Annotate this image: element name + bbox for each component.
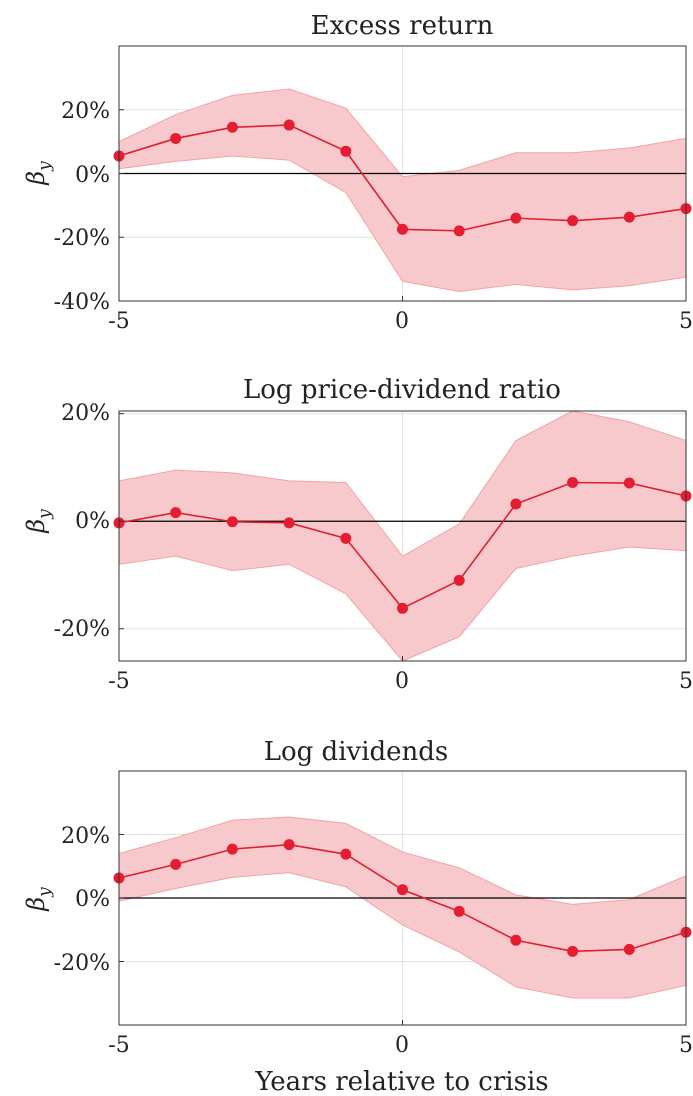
data-point bbox=[283, 839, 295, 851]
y-tick-label: -40% bbox=[54, 290, 110, 315]
x-tick-label: 5 bbox=[679, 1033, 693, 1058]
x-tick-label: 5 bbox=[679, 309, 693, 334]
y-tick-label: -20% bbox=[54, 226, 110, 251]
x-tick-label: -5 bbox=[108, 1033, 129, 1058]
data-point bbox=[226, 843, 238, 855]
y-tick-label: -20% bbox=[54, 951, 110, 976]
y-tick-label: -20% bbox=[54, 617, 110, 642]
data-point bbox=[170, 132, 182, 144]
data-point bbox=[170, 507, 182, 519]
data-point bbox=[567, 945, 579, 957]
x-tick-label: 0 bbox=[395, 1033, 409, 1058]
data-point bbox=[453, 905, 465, 917]
data-point bbox=[453, 225, 465, 237]
data-point bbox=[397, 884, 408, 896]
x-tick-label: -5 bbox=[108, 669, 129, 694]
panel-log-price-dividend-ratio: Log price-dividend ratio βy -5 0 5 20% 0… bbox=[22, 375, 693, 694]
plot-area bbox=[113, 770, 692, 1026]
x-tick-label: -5 bbox=[108, 309, 129, 334]
y-axis-label: βy bbox=[22, 887, 55, 912]
panel-excess-return: Excess return βy -5 0 5 20% 0% -20% -40% bbox=[22, 11, 693, 334]
y-tick-label: 20% bbox=[61, 401, 110, 426]
data-point bbox=[283, 517, 295, 529]
data-point bbox=[340, 145, 352, 157]
data-point bbox=[397, 602, 408, 614]
data-point bbox=[170, 858, 182, 870]
data-point bbox=[567, 477, 579, 489]
y-axis-label: βy bbox=[22, 161, 55, 186]
x-tick-label: 5 bbox=[679, 669, 693, 694]
data-point bbox=[623, 477, 635, 489]
data-point bbox=[623, 211, 635, 223]
y-tick-label: 20% bbox=[61, 99, 110, 124]
plot-area bbox=[113, 45, 692, 302]
data-point bbox=[397, 223, 408, 235]
data-point bbox=[510, 212, 522, 224]
confidence-band bbox=[119, 88, 686, 292]
panel-title: Log price-dividend ratio bbox=[243, 375, 561, 405]
x-tick-label: 0 bbox=[395, 309, 409, 334]
data-point bbox=[453, 574, 465, 586]
confidence-band bbox=[119, 816, 686, 999]
plot-area bbox=[113, 410, 692, 662]
y-tick-label: 0% bbox=[75, 163, 110, 188]
data-point bbox=[340, 532, 352, 544]
x-axis-label: Years relative to crisis bbox=[254, 1067, 548, 1096]
y-tick-label: 0% bbox=[75, 509, 110, 534]
y-tick-label: 20% bbox=[61, 824, 110, 849]
panel-title: Log dividends bbox=[264, 737, 449, 767]
confidence-band bbox=[119, 411, 686, 661]
x-tick-label: 0 bbox=[395, 669, 409, 694]
y-axis-label: βy bbox=[22, 509, 55, 534]
data-point bbox=[226, 121, 238, 133]
data-point bbox=[567, 215, 579, 227]
data-point bbox=[510, 498, 522, 510]
y-tick-label: 0% bbox=[75, 887, 110, 912]
data-point bbox=[340, 848, 352, 860]
panel-title: Excess return bbox=[311, 11, 494, 41]
data-point bbox=[226, 516, 238, 528]
data-point bbox=[283, 119, 295, 131]
data-point bbox=[623, 943, 635, 955]
panel-log-dividends: Log dividends βy -5 0 5 20% 0% -20% Year… bbox=[22, 737, 693, 1096]
data-point bbox=[510, 934, 522, 946]
